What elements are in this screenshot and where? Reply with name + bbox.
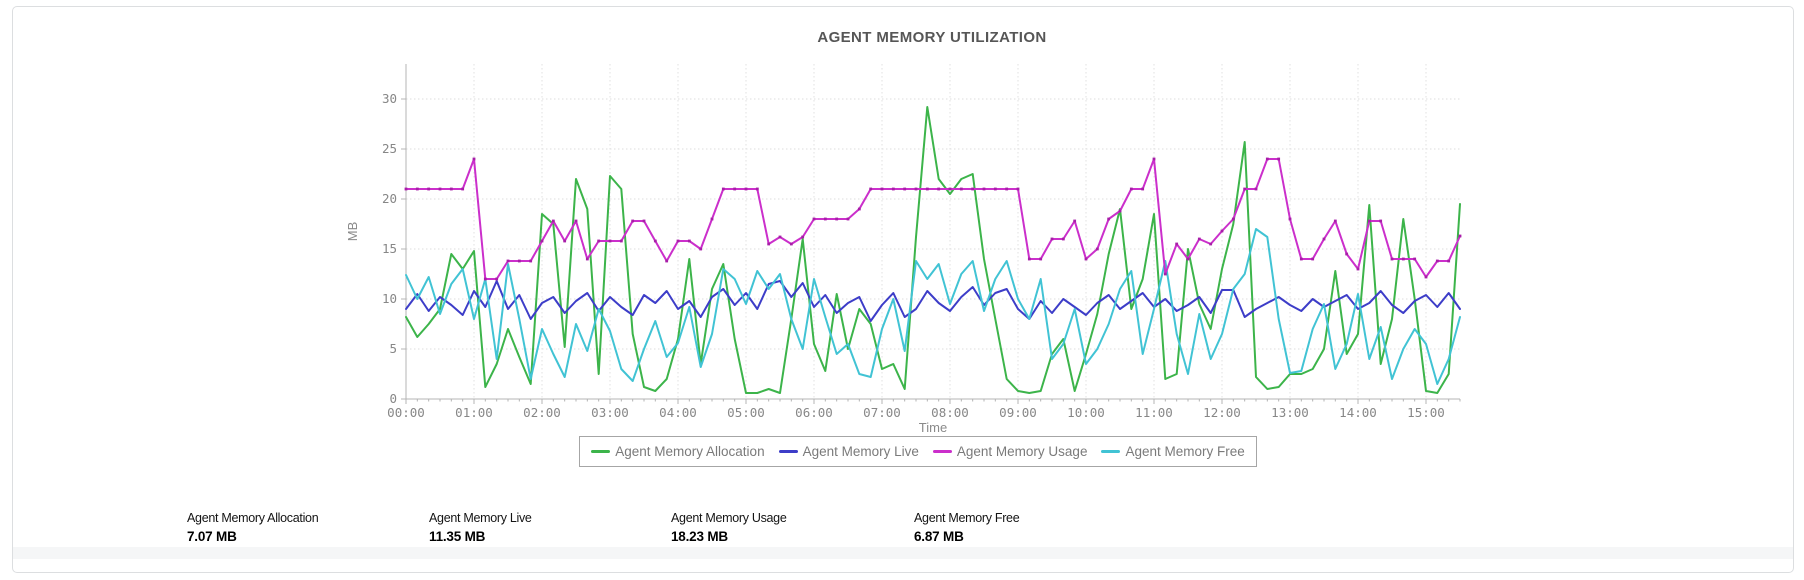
svg-text:09:00: 09:00	[999, 405, 1037, 420]
svg-text:05:00: 05:00	[727, 405, 765, 420]
free-line-swatch-icon	[1101, 450, 1121, 453]
legend-label: Agent Memory Live	[802, 444, 919, 459]
svg-text:06:00: 06:00	[795, 405, 833, 420]
chart-container: AGENT MEMORY UTILIZATION 0 5 10 15 20 25 30 00:…	[343, 17, 1493, 467]
stat-value: 7.07 MB	[187, 529, 237, 544]
svg-text:15: 15	[382, 241, 397, 256]
svg-text:13:00: 13:00	[1271, 405, 1309, 420]
stat-free: Agent Memory Free 6.87 MB	[914, 511, 1149, 544]
stat-value: 6.87 MB	[914, 529, 964, 544]
svg-text:0: 0	[389, 391, 397, 406]
allocation-line-swatch-icon	[591, 450, 611, 453]
svg-text:Time: Time	[919, 420, 947, 434]
legend-item-usage: Agent Memory Usage	[932, 444, 1088, 459]
svg-text:5: 5	[389, 341, 397, 356]
svg-text:10:00: 10:00	[1067, 405, 1105, 420]
chart-title: AGENT MEMORY UTILIZATION	[817, 29, 1047, 46]
stat-allocation: Agent Memory Allocation 7.07 MB	[187, 511, 422, 544]
stat-value: 18.23 MB	[671, 529, 728, 544]
chart-legend: Agent Memory Allocation Agent Memory Liv…	[579, 436, 1257, 467]
svg-text:25: 25	[382, 141, 397, 156]
svg-text:14:00: 14:00	[1339, 405, 1377, 420]
stat-label: Agent Memory Live	[429, 511, 532, 525]
svg-text:15:00: 15:00	[1407, 405, 1445, 420]
legend-label: Agent Memory Free	[1125, 444, 1245, 459]
legend-label: Agent Memory Allocation	[615, 444, 765, 459]
legend-label: Agent Memory Usage	[956, 444, 1088, 459]
svg-text:12:00: 12:00	[1203, 405, 1241, 420]
stat-usage: Agent Memory Usage 18.23 MB	[671, 511, 906, 544]
svg-text:30: 30	[382, 91, 397, 106]
svg-text:11:00: 11:00	[1135, 405, 1173, 420]
svg-text:03:00: 03:00	[591, 405, 629, 420]
usage-line-swatch-icon	[932, 450, 952, 453]
svg-text:02:00: 02:00	[523, 405, 561, 420]
chart-card: AGENT MEMORY UTILIZATION 0 5 10 15 20 25 30 00:…	[12, 6, 1794, 573]
svg-text:01:00: 01:00	[455, 405, 493, 420]
stat-label: Agent Memory Usage	[671, 511, 787, 525]
svg-text:10: 10	[382, 291, 397, 306]
card-bottom-band	[13, 547, 1793, 559]
stat-label: Agent Memory Free	[914, 511, 1020, 525]
legend-item-allocation: Agent Memory Allocation	[591, 444, 765, 459]
svg-text:00:00: 00:00	[387, 405, 425, 420]
legend-item-live: Agent Memory Live	[778, 444, 919, 459]
stat-live: Agent Memory Live 11.35 MB	[429, 511, 664, 544]
memory-utilization-chart: 0 5 10 15 20 25 30 00:00 01:00 02:00 03:00 04:00 05:…	[345, 64, 1462, 434]
svg-text:08:00: 08:00	[931, 405, 969, 420]
svg-text:20: 20	[382, 191, 397, 206]
svg-text:04:00: 04:00	[659, 405, 697, 420]
stat-value: 11.35 MB	[429, 529, 486, 544]
legend-item-free: Agent Memory Free	[1101, 444, 1245, 459]
svg-text:07:00: 07:00	[863, 405, 901, 420]
svg-text:MB: MB	[345, 222, 360, 242]
live-line-swatch-icon	[778, 450, 798, 453]
stat-label: Agent Memory Allocation	[187, 511, 319, 525]
